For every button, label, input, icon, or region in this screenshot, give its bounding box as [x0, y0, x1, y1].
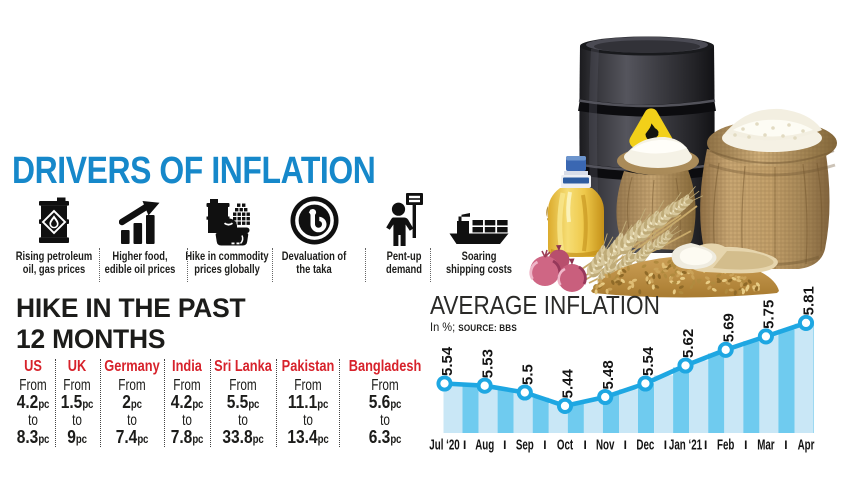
svg-text:I: I: [784, 438, 787, 452]
svg-text:Sep: Sep: [516, 436, 534, 452]
svg-text:5.62: 5.62: [680, 329, 697, 358]
svg-text:I: I: [503, 438, 506, 452]
svg-text:I: I: [664, 438, 667, 452]
svg-text:I: I: [704, 438, 707, 452]
svg-text:5.54: 5.54: [439, 346, 456, 376]
svg-text:Nov: Nov: [596, 436, 615, 452]
svg-text:I: I: [543, 438, 546, 452]
svg-text:5.48: 5.48: [600, 360, 617, 389]
svg-text:5.5: 5.5: [520, 364, 537, 385]
svg-text:Aug: Aug: [475, 436, 494, 452]
svg-text:5.81: 5.81: [801, 286, 818, 315]
svg-text:Oct: Oct: [557, 436, 573, 452]
svg-text:I: I: [583, 438, 586, 452]
svg-text:Dec: Dec: [636, 436, 654, 452]
svg-text:Apr: Apr: [798, 436, 815, 452]
svg-text:I: I: [463, 438, 466, 452]
svg-text:I: I: [624, 438, 627, 452]
svg-text:5.54: 5.54: [640, 346, 657, 376]
svg-text:5.69: 5.69: [720, 313, 737, 342]
svg-text:5.75: 5.75: [761, 300, 778, 329]
svg-text:5.53: 5.53: [479, 349, 496, 378]
svg-text:I: I: [744, 438, 747, 452]
svg-text:Jul ‘20: Jul ‘20: [429, 436, 460, 452]
svg-text:5.44: 5.44: [560, 369, 577, 399]
svg-text:Mar: Mar: [757, 436, 775, 452]
svg-text:Jan ‘21: Jan ‘21: [669, 436, 702, 452]
svg-text:Feb: Feb: [717, 436, 734, 452]
